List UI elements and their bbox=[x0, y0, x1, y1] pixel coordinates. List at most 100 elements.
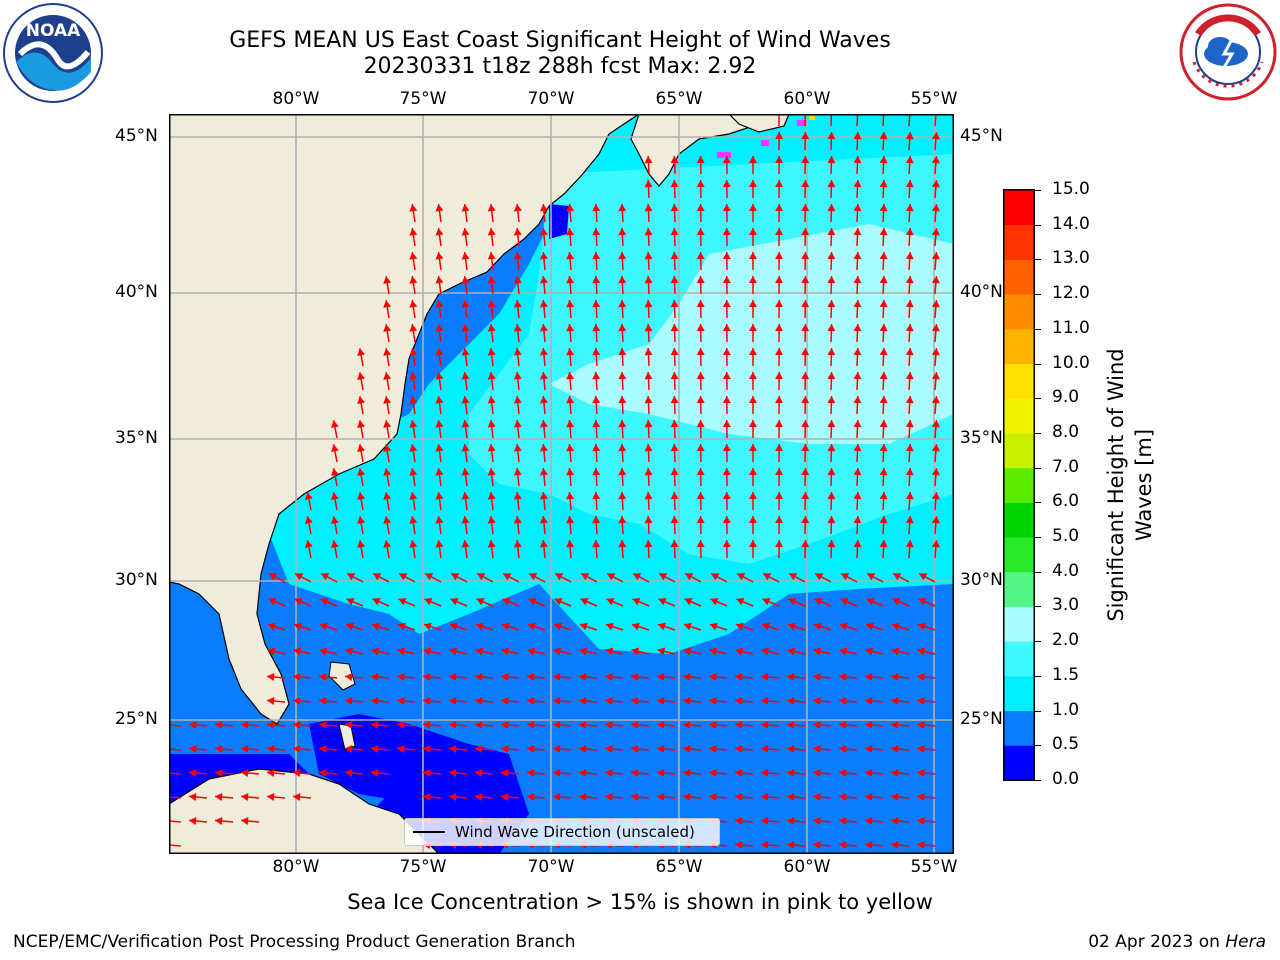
wave-arrow-head bbox=[435, 276, 444, 284]
wave-arrow-head bbox=[827, 204, 836, 212]
wave-arrow-head bbox=[529, 573, 538, 581]
wave-arrow-head bbox=[891, 745, 899, 754]
sea-ice bbox=[809, 116, 815, 120]
wave-arrow-head bbox=[566, 204, 575, 212]
wave-arrow-head bbox=[631, 793, 639, 802]
wave-arrow-head bbox=[423, 697, 431, 706]
wave-arrow-head bbox=[566, 276, 575, 284]
wave-arrow-head bbox=[553, 622, 562, 631]
wave-arrow-head bbox=[476, 597, 485, 606]
wave-arrow-head bbox=[827, 180, 836, 188]
wave-arrow-head bbox=[423, 673, 431, 682]
wave-arrow-head bbox=[592, 276, 601, 284]
wave-arrow-head bbox=[539, 300, 548, 308]
wave-arrow-head bbox=[435, 468, 444, 476]
wave-arrow-head bbox=[917, 673, 925, 682]
wave-arrow-head bbox=[735, 673, 743, 682]
wave-arrow-head bbox=[839, 622, 848, 631]
wave-arrow-head bbox=[865, 721, 873, 730]
wave-arrow-head bbox=[840, 597, 849, 606]
wave-arrow-head bbox=[513, 372, 522, 380]
wave-arrow-head bbox=[605, 647, 614, 656]
wave-arrow-head bbox=[345, 647, 354, 656]
wave-arrow-head bbox=[618, 324, 627, 332]
wave-arrow-head bbox=[502, 597, 511, 606]
wave-arrow-head bbox=[917, 721, 925, 730]
lon-label-bottom: 75°W bbox=[399, 857, 447, 877]
lon-label-top: 70°W bbox=[527, 89, 575, 109]
wave-arrow-head bbox=[357, 492, 366, 500]
wave-arrow-head bbox=[905, 348, 914, 356]
wave-arrow-head bbox=[487, 324, 496, 332]
wave-arrow-head bbox=[775, 540, 784, 548]
wave-arrow-head bbox=[905, 372, 914, 380]
wave-arrow-head bbox=[566, 396, 575, 404]
wave-arrow-head bbox=[606, 597, 615, 606]
wave-arrow-head bbox=[487, 204, 496, 212]
wave-arrow-head bbox=[566, 348, 575, 356]
colorbar-segment bbox=[1004, 745, 1034, 781]
wave-arrow-head bbox=[761, 673, 769, 682]
wave-arrow-head bbox=[683, 647, 692, 656]
lon-label-top: 60°W bbox=[783, 89, 831, 109]
wave-arrow-head bbox=[449, 673, 457, 682]
wave-arrow-head bbox=[293, 697, 301, 706]
wave-arrow-head bbox=[813, 841, 821, 850]
wave-arrow-head bbox=[931, 396, 940, 404]
wave-arrow-head bbox=[268, 597, 277, 606]
wave-arrow-shaft bbox=[830, 114, 833, 127]
wave-arrow-head bbox=[383, 324, 392, 332]
wave-arrow-head bbox=[304, 516, 313, 525]
wave-arrow-head bbox=[801, 228, 810, 236]
wave-arrow-head bbox=[775, 228, 784, 236]
wave-arrow-head bbox=[592, 540, 601, 548]
wave-arrow-head bbox=[801, 516, 810, 524]
wave-arrow-shaft bbox=[169, 772, 182, 775]
wave-arrow-head bbox=[670, 516, 679, 524]
wave-arrow-head bbox=[853, 252, 862, 260]
wave-arrow-head bbox=[866, 597, 875, 606]
wave-arrow-head bbox=[513, 516, 522, 524]
wave-arrow-head bbox=[267, 647, 276, 656]
wave-arrow-head bbox=[592, 348, 601, 356]
wave-arrow-head bbox=[879, 540, 888, 548]
wave-arrow-head bbox=[917, 745, 925, 754]
wave-arrow-head bbox=[357, 348, 366, 356]
wave-arrow-head bbox=[435, 324, 444, 332]
wave-arrow-head bbox=[293, 721, 301, 730]
wave-arrow-head bbox=[241, 745, 249, 754]
wave-arrow-head bbox=[461, 300, 470, 308]
wave-arrow-head bbox=[527, 745, 535, 754]
wave-arrow-head bbox=[357, 420, 366, 428]
wave-arrow-head bbox=[539, 324, 548, 332]
wave-arrow-head bbox=[644, 420, 653, 428]
wave-arrow-head bbox=[631, 647, 640, 656]
wave-arrow-head bbox=[345, 721, 353, 730]
colorbar-segment bbox=[1004, 641, 1034, 677]
wave-arrow-head bbox=[501, 697, 509, 706]
wave-arrow-head bbox=[711, 573, 720, 581]
wave-arrow-head bbox=[553, 721, 561, 730]
colorbar bbox=[1003, 189, 1035, 781]
wave-arrow-head bbox=[319, 769, 327, 778]
wave-arrow-head bbox=[709, 745, 717, 754]
colorbar-tick-label: 9.0 bbox=[1052, 387, 1080, 408]
wave-arrow-head bbox=[905, 180, 914, 188]
wave-arrow-head bbox=[435, 420, 444, 428]
wave-arrow-head bbox=[527, 769, 535, 778]
wave-arrow-head bbox=[761, 769, 769, 778]
wave-arrow-head bbox=[189, 793, 197, 802]
wave-arrow-head bbox=[331, 516, 339, 524]
wave-arrow-head bbox=[867, 573, 876, 581]
wave-arrow-head bbox=[813, 721, 821, 730]
wave-arrow-head bbox=[775, 276, 784, 284]
wave-arrow-head bbox=[487, 420, 496, 428]
colorbar-tick-label: 7.0 bbox=[1052, 456, 1080, 477]
colorbar-tick-mark bbox=[1034, 745, 1041, 747]
colorbar-segment bbox=[1004, 502, 1034, 538]
wave-arrow-head bbox=[787, 817, 795, 826]
lon-label-top: 80°W bbox=[272, 89, 320, 109]
colorbar-tick-label: 1.0 bbox=[1052, 699, 1080, 720]
wave-arrow-head bbox=[644, 540, 653, 548]
wave-arrow-shaft bbox=[908, 114, 911, 127]
